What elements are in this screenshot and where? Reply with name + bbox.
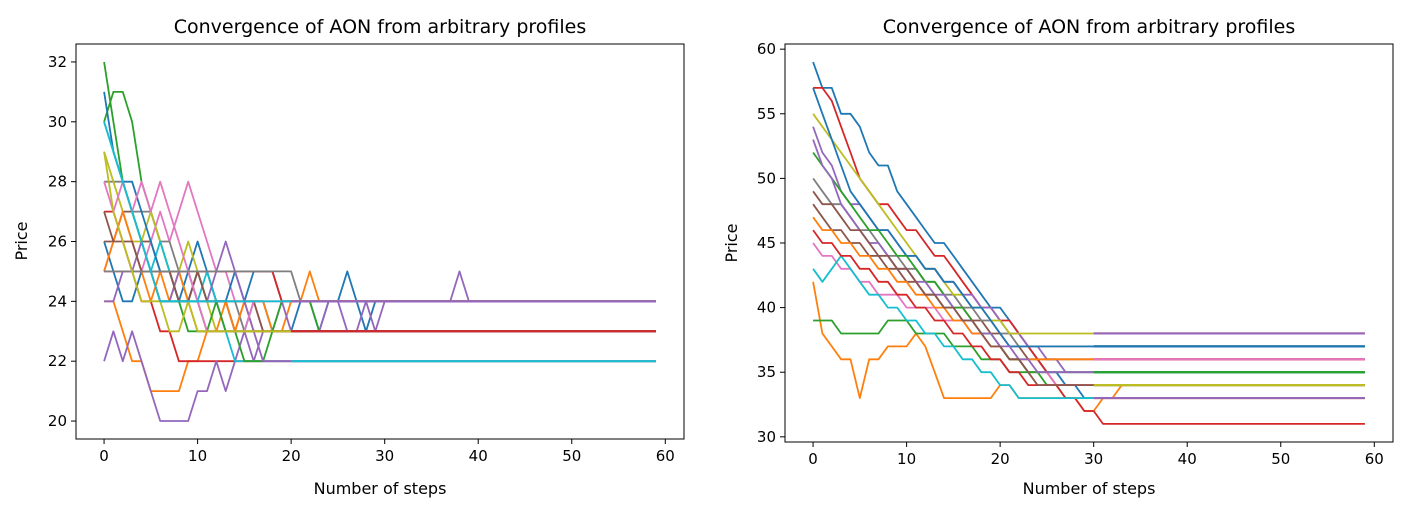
left-x-tick-label: 50	[562, 447, 581, 465]
left-series-lines	[103, 61, 656, 422]
left-x-tick-label: 30	[375, 447, 394, 465]
left-series-line	[104, 240, 656, 363]
right-x-tick-label: 0	[808, 450, 818, 468]
right-y-tick-label: 40	[757, 299, 776, 317]
right-x-ticks: 0 10 20 30 40 50 60	[808, 442, 1384, 468]
right-x-tick-label: 60	[1365, 450, 1384, 468]
right-x-tick-label: 20	[991, 450, 1010, 468]
right-y-tick-label: 50	[757, 169, 776, 187]
right-chart-title: Convergence of AON from arbitrary profil…	[883, 16, 1296, 38]
right-x-tick-label: 50	[1271, 450, 1290, 468]
left-y-axis-label: Price	[12, 221, 31, 260]
left-x-tick-label: 10	[188, 447, 207, 465]
right-y-axis-label: Price	[722, 223, 741, 262]
right-y-tick-label: 30	[757, 428, 776, 446]
left-plot-area	[76, 44, 684, 439]
left-y-tick-label: 24	[48, 292, 67, 310]
left-x-tick-label: 0	[99, 447, 109, 465]
right-x-axis-label: Number of steps	[1023, 479, 1156, 498]
right-x-tick-label: 40	[1178, 450, 1197, 468]
right-chart-panel: 0 10 20 30 40 50 60 30 35 40 45 50 55 60 Convergence…	[722, 16, 1394, 498]
left-y-ticks: 20 22 24 26 28 30 32	[48, 53, 76, 430]
left-x-ticks: 0 10 20 30 40 50 60	[99, 439, 675, 465]
left-chart-panel: 0 10 20 30 40 50 60 20 22 24 26 28 30 32 Convergence…	[12, 16, 685, 498]
right-x-tick-label: 10	[897, 450, 916, 468]
left-x-axis-label: Number of steps	[314, 479, 447, 498]
right-y-tick-label: 35	[757, 363, 776, 381]
left-y-tick-label: 30	[48, 113, 67, 131]
right-series-line	[812, 190, 1365, 387]
left-y-tick-label: 26	[48, 233, 67, 251]
left-x-tick-label: 60	[656, 447, 675, 465]
left-chart-title: Convergence of AON from arbitrary profil…	[174, 16, 587, 38]
left-series-line	[104, 270, 656, 303]
right-series-lines	[812, 61, 1365, 425]
left-y-tick-label: 28	[48, 173, 67, 191]
right-y-tick-label: 60	[757, 40, 776, 58]
left-x-tick-label: 40	[469, 447, 488, 465]
right-y-tick-label: 55	[757, 105, 776, 123]
left-y-tick-label: 32	[48, 53, 67, 71]
right-series-line	[812, 61, 1365, 400]
left-x-tick-label: 20	[282, 447, 301, 465]
right-series-line	[812, 87, 1365, 348]
left-series-line	[103, 151, 656, 333]
left-y-tick-label: 20	[48, 412, 67, 430]
right-x-tick-label: 30	[1084, 450, 1103, 468]
left-y-tick-label: 22	[48, 352, 67, 370]
right-y-tick-label: 45	[757, 234, 776, 252]
right-series-line	[812, 254, 1365, 400]
right-y-ticks: 30 35 40 45 50 55 60	[757, 40, 785, 446]
right-plot-area	[785, 44, 1393, 442]
left-series-line	[103, 121, 656, 303]
